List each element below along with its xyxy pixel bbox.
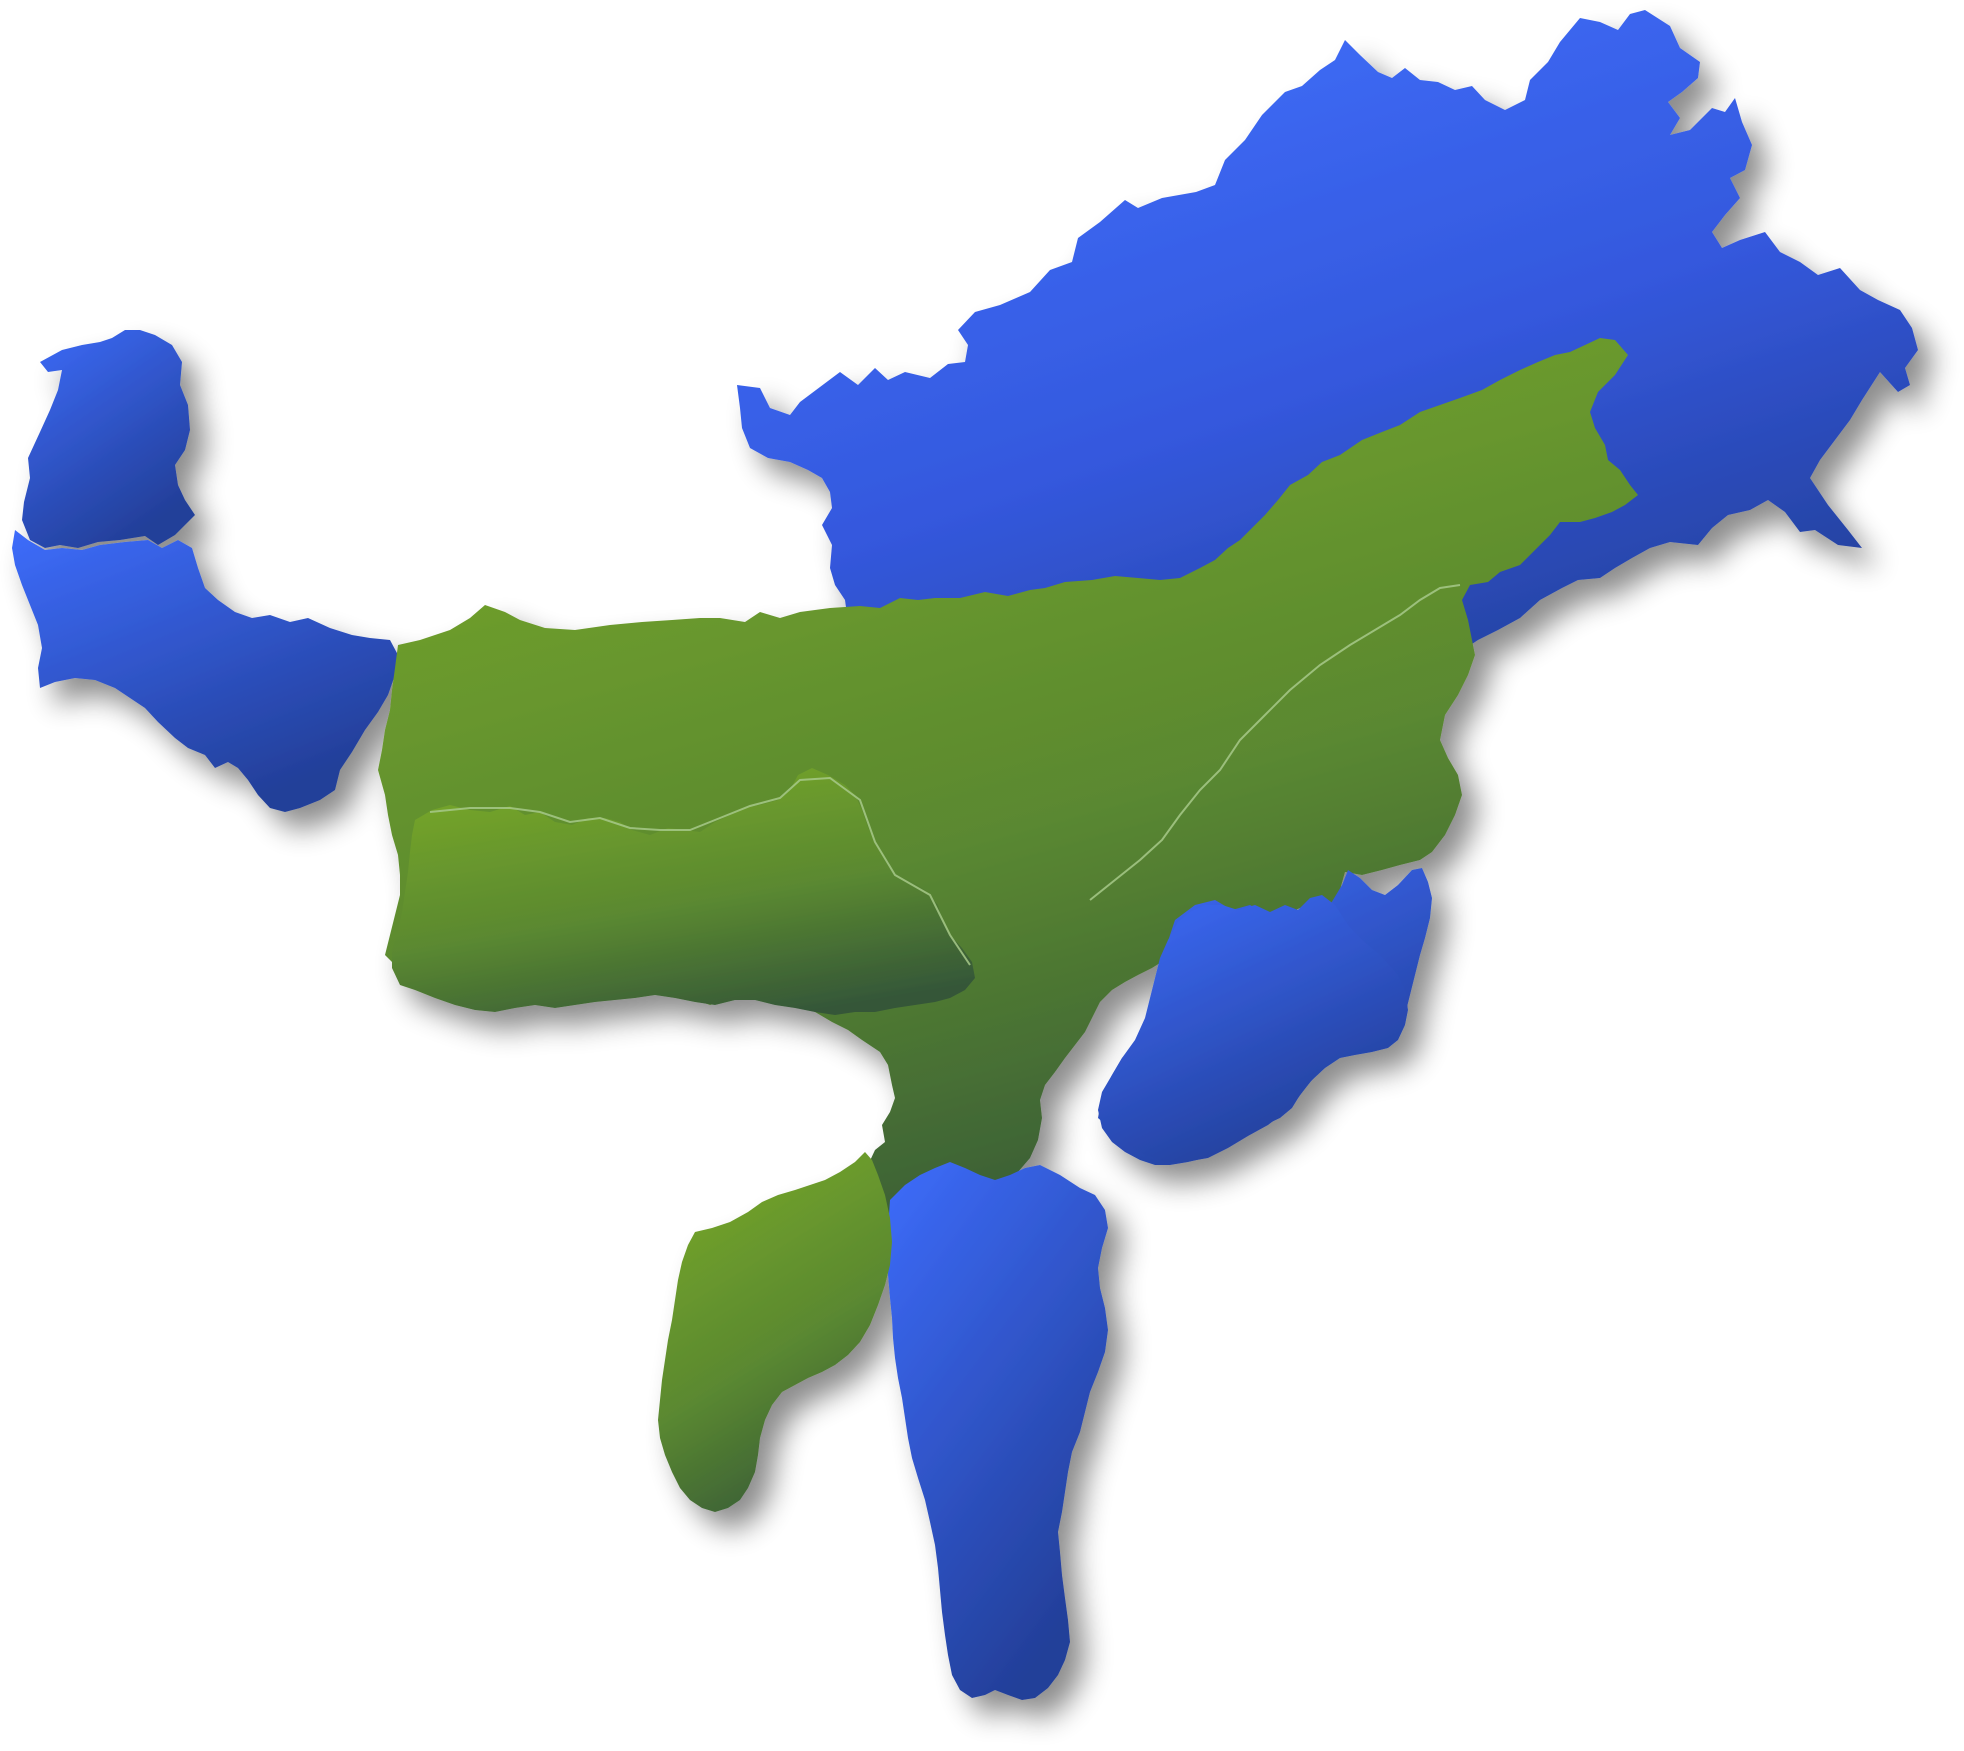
region-tripura [658, 1152, 892, 1512]
region-mizoram [888, 1162, 1108, 1700]
region-arunachal-pradesh [737, 10, 1918, 672]
internal-borders [429, 584, 1461, 966]
region-assam [378, 338, 1638, 1220]
region-sikkim [22, 330, 195, 548]
border-assam-meghalaya-line [429, 776, 971, 966]
region-north-bengal-corridor [12, 530, 398, 812]
border-assam-nagaland-line [1089, 584, 1461, 901]
region-manipur [1098, 895, 1408, 1162]
region-meghalaya [392, 768, 975, 1015]
